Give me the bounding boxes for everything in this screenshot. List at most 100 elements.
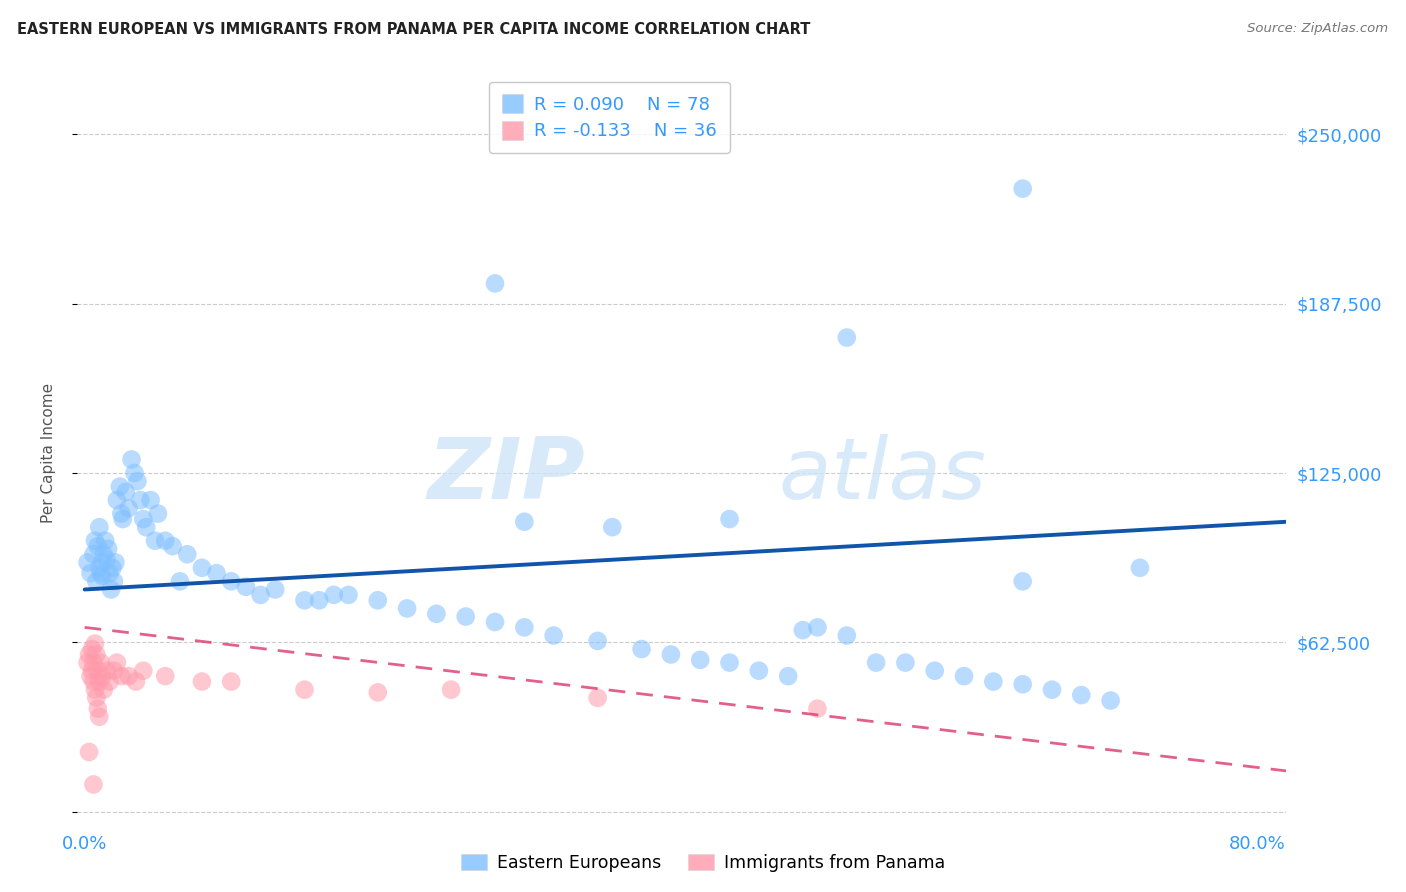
Point xyxy=(1099,693,1122,707)
Point xyxy=(806,701,828,715)
Point xyxy=(155,533,177,548)
Point xyxy=(132,664,155,678)
Point xyxy=(778,669,800,683)
Point xyxy=(103,574,125,589)
Point xyxy=(865,656,887,670)
Text: Source: ZipAtlas.com: Source: ZipAtlas.com xyxy=(1247,22,1388,36)
Point xyxy=(87,664,110,678)
Point xyxy=(143,533,166,548)
Point xyxy=(1011,574,1033,589)
Point xyxy=(135,520,157,534)
Point xyxy=(219,574,242,589)
Point xyxy=(77,745,100,759)
Point xyxy=(205,566,228,581)
Point xyxy=(125,674,148,689)
Point xyxy=(176,547,198,561)
Point xyxy=(953,669,976,683)
Point xyxy=(91,569,114,583)
Point xyxy=(169,574,191,589)
Point xyxy=(96,552,118,566)
Point xyxy=(84,682,107,697)
Point xyxy=(806,620,828,634)
Point xyxy=(1040,682,1063,697)
Point xyxy=(87,701,110,715)
Point xyxy=(513,515,536,529)
Point xyxy=(689,653,711,667)
Point xyxy=(94,533,117,548)
Point xyxy=(105,493,128,508)
Point xyxy=(337,588,360,602)
Point xyxy=(104,555,127,569)
Point xyxy=(748,664,770,678)
Point xyxy=(101,561,124,575)
Point xyxy=(103,664,125,678)
Point xyxy=(89,710,111,724)
Point xyxy=(84,637,107,651)
Point xyxy=(114,485,136,500)
Point xyxy=(76,656,98,670)
Point xyxy=(132,512,155,526)
Point xyxy=(543,628,565,642)
Point xyxy=(79,669,101,683)
Point xyxy=(93,682,115,697)
Point xyxy=(76,555,98,569)
Point xyxy=(108,479,131,493)
Point xyxy=(191,561,214,575)
Point xyxy=(90,566,112,581)
Point xyxy=(308,593,330,607)
Point xyxy=(117,501,139,516)
Point xyxy=(983,674,1005,689)
Point xyxy=(93,547,115,561)
Point xyxy=(600,520,623,534)
Point xyxy=(191,674,214,689)
Point xyxy=(586,690,609,705)
Point xyxy=(129,493,152,508)
Point xyxy=(1011,181,1033,195)
Point xyxy=(249,588,271,602)
Point xyxy=(219,674,242,689)
Point xyxy=(110,669,132,683)
Point xyxy=(718,656,741,670)
Point xyxy=(146,507,169,521)
Point xyxy=(87,539,110,553)
Point xyxy=(513,620,536,634)
Point xyxy=(835,330,858,344)
Point xyxy=(235,580,257,594)
Point xyxy=(89,520,111,534)
Point xyxy=(98,674,121,689)
Point xyxy=(924,664,946,678)
Text: ZIP: ZIP xyxy=(427,434,585,516)
Point xyxy=(659,648,682,662)
Legend: Eastern Europeans, Immigrants from Panama: Eastern Europeans, Immigrants from Panam… xyxy=(454,847,952,879)
Point xyxy=(89,561,111,575)
Point xyxy=(111,512,134,526)
Point xyxy=(100,582,122,597)
Point xyxy=(425,607,447,621)
Point xyxy=(97,541,120,556)
Point xyxy=(82,674,104,689)
Point xyxy=(155,669,177,683)
Point xyxy=(630,642,652,657)
Point xyxy=(367,685,389,699)
Point xyxy=(1011,677,1033,691)
Point xyxy=(90,656,112,670)
Point xyxy=(396,601,419,615)
Point xyxy=(1070,688,1092,702)
Point xyxy=(91,669,114,683)
Point xyxy=(82,656,104,670)
Y-axis label: Per Capita Income: Per Capita Income xyxy=(42,383,56,523)
Point xyxy=(718,512,741,526)
Point xyxy=(264,582,287,597)
Point xyxy=(98,566,121,581)
Point xyxy=(1129,561,1152,575)
Point xyxy=(322,588,344,602)
Point xyxy=(792,623,814,637)
Point xyxy=(110,507,132,521)
Point xyxy=(86,690,108,705)
Point xyxy=(82,547,104,561)
Point xyxy=(894,656,917,670)
Point xyxy=(367,593,389,607)
Point xyxy=(440,682,463,697)
Text: EASTERN EUROPEAN VS IMMIGRANTS FROM PANAMA PER CAPITA INCOME CORRELATION CHART: EASTERN EUROPEAN VS IMMIGRANTS FROM PANA… xyxy=(17,22,810,37)
Point xyxy=(124,466,146,480)
